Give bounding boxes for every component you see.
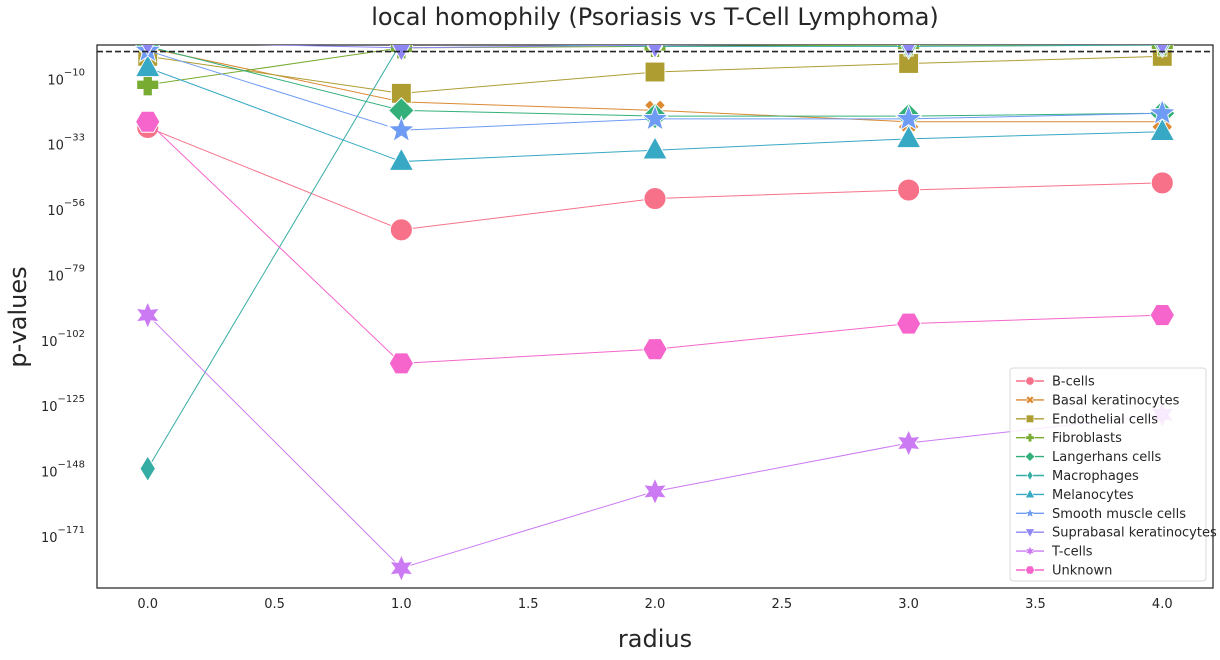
data-point [896, 312, 922, 335]
data-point [642, 477, 668, 506]
data-point [894, 103, 923, 132]
x-tick-label: 2.0 [645, 597, 666, 612]
data-point [640, 103, 670, 132]
data-point [1156, 45, 1169, 57]
legend-marker [1024, 451, 1036, 462]
legend-label: Endothelial cells [1052, 412, 1158, 427]
legend-marker [1025, 414, 1035, 423]
legend-label: Langerhans cells [1052, 450, 1162, 465]
data-point [135, 110, 161, 133]
data-point [642, 136, 668, 160]
legend-marker [1025, 376, 1035, 386]
legend-label: Smooth muscle cells [1052, 507, 1186, 522]
legend-label: Melanocytes [1052, 488, 1134, 503]
data-point [897, 178, 921, 202]
y-tick-label: 10−33 [47, 133, 85, 154]
legend-marker [1024, 528, 1036, 538]
legend-marker [1024, 507, 1036, 519]
y-tick-label: 10−79 [47, 263, 85, 284]
data-point [643, 187, 667, 210]
y-tick-label: 10−102 [41, 329, 85, 350]
data-point [388, 147, 415, 171]
x-tick-label: 4.0 [1152, 597, 1173, 612]
legend-marker [1025, 433, 1035, 443]
y-axis-title: p-values [4, 266, 32, 367]
data-point [388, 352, 414, 375]
legend-label: T-cells [1051, 545, 1093, 560]
legend-label: Fibroblasts [1052, 431, 1122, 446]
data-point [392, 45, 411, 62]
data-point [642, 338, 668, 361]
legend-marker [1026, 470, 1034, 481]
series-layer [133, 45, 1177, 583]
data-point [139, 455, 156, 483]
series-suprabasal-keratinocytes [141, 45, 1169, 62]
y-tick-label: 10−148 [41, 460, 85, 481]
data-point [896, 428, 922, 458]
legend: B-cells Basal keratinocytes Endothelial ce… [1009, 367, 1217, 582]
x-tick-label: 1.0 [391, 597, 412, 612]
legend-marker [1024, 488, 1036, 499]
x-tick-label: 3.5 [1025, 597, 1046, 612]
data-point [388, 553, 414, 583]
data-point [1149, 304, 1175, 327]
y-tick-label: 10−56 [47, 198, 85, 219]
legend-entry: T-cells [1016, 545, 1093, 560]
legend-entry: Unknown [1016, 564, 1112, 579]
legend-box [1009, 367, 1207, 582]
series-line [252, 45, 745, 49]
legend-label: B-cells [1052, 375, 1095, 390]
data-point [1149, 117, 1176, 141]
data-point [136, 73, 160, 97]
legend-entry: Suprabasal keratinocytes [1016, 526, 1217, 541]
legend-label: Basal keratinocytes [1052, 393, 1180, 408]
data-point [134, 53, 161, 77]
data-point [135, 300, 161, 330]
data-point [141, 45, 154, 57]
data-point [387, 115, 416, 143]
legend-entry: B-cells [1016, 375, 1095, 390]
x-tick-label: 1.5 [518, 597, 539, 612]
legend-entry: Endothelial cells [1016, 412, 1158, 427]
y-tick-label: 10−10 [47, 67, 85, 88]
x-axis-title: radius [618, 625, 692, 653]
data-point [1150, 171, 1174, 195]
x-tick-label: 0.0 [137, 597, 158, 612]
legend-entry: Basal keratinocytes [1016, 393, 1180, 408]
legend-marker [1025, 565, 1035, 575]
plot-area: 0.0 0.5 1.0 1.5 2.0 2.5 3.0 3.5 4.0 10−10 10−33 10−… [41, 44, 1214, 612]
y-tick-label: 10−125 [41, 394, 85, 415]
legend-label: Suprabasal keratinocytes [1052, 526, 1217, 541]
legend-marker [1024, 545, 1036, 557]
x-tick-label: 2.5 [771, 597, 792, 612]
data-point [1147, 98, 1177, 126]
legend-entry: Fibroblasts [1016, 431, 1122, 446]
legend-marker [1025, 395, 1035, 405]
data-point [389, 218, 413, 242]
series-melanocytes [134, 53, 1176, 171]
chart-title: local homophily (Psoriasis vs T-Cell Lym… [371, 3, 939, 31]
x-tick-label: 3.0 [898, 597, 919, 612]
legend-label: Unknown [1052, 564, 1112, 579]
legend-entry: Macrophages [1016, 469, 1139, 484]
legend-entry: Melanocytes [1016, 488, 1134, 503]
legend-entry: Smooth muscle cells [1016, 507, 1186, 522]
data-point [895, 124, 922, 149]
series-b-cells [136, 115, 1174, 242]
legend-label: Macrophages [1052, 469, 1139, 484]
series-smooth-muscle-cells [133, 45, 1177, 143]
series-unknown [135, 110, 1175, 375]
legend-entry: Langerhans cells [1016, 450, 1162, 465]
x-tick-label: 0.5 [264, 597, 285, 612]
data-point [644, 61, 666, 83]
y-tick-label: 10−171 [41, 525, 85, 546]
